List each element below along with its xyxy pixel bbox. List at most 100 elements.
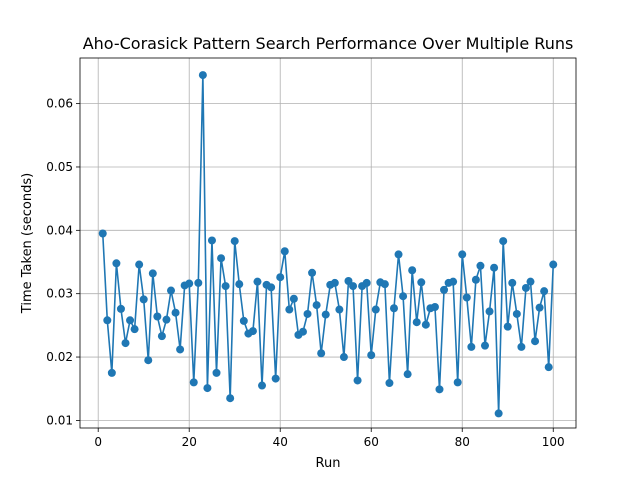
data-point [144,356,153,365]
data-point [285,305,294,314]
y-axis-label: Time Taken (seconds) [20,173,35,314]
data-point [176,345,185,354]
data-point [230,237,239,246]
data-point [112,259,121,268]
y-tick-label: 0.01 [46,413,73,427]
data-point [148,269,157,278]
data-point [248,327,257,336]
data-point [221,282,230,291]
data-point [157,332,166,341]
data-point [198,71,207,80]
data-point [239,316,248,325]
data-point [212,368,221,377]
data-point [521,283,530,292]
data-point [280,247,289,256]
data-point [367,351,376,360]
data-point [103,316,112,325]
data-point [253,277,262,286]
data-series [98,71,558,418]
series-line [101,74,555,415]
data-point [203,384,212,393]
data-point [121,339,130,348]
data-point [207,236,216,245]
plot-frame [79,57,577,429]
data-point [167,286,176,295]
x-tick-label: 80 [455,435,470,449]
data-point [508,278,517,287]
y-tick-label: 0.04 [46,223,73,237]
data-point [476,261,485,270]
chart-title: Aho-Corasick Pattern Search Performance … [83,34,574,53]
data-point [185,279,194,288]
y-tick-label: 0.05 [46,160,73,174]
data-point [308,268,317,277]
data-point [312,301,321,310]
x-tick-label: 40 [273,435,288,449]
data-point [362,278,371,287]
data-point [98,229,107,238]
data-point [421,320,430,329]
y-tick-label: 0.03 [46,287,73,301]
data-point [490,263,499,272]
data-point [126,316,135,325]
data-point [430,302,439,311]
data-point [258,381,267,390]
data-point [412,318,421,327]
data-point [462,293,471,302]
data-point [353,376,362,385]
data-point [526,277,535,286]
x-tick-label: 0 [94,435,102,449]
data-point [389,304,398,313]
data-point [339,353,348,362]
data-point [417,278,426,287]
y-tick-label: 0.02 [46,350,73,364]
data-point [116,304,125,313]
data-point [317,349,326,358]
data-point [458,250,467,259]
data-point [408,266,417,275]
data-point [303,309,312,318]
data-point [440,285,449,294]
data-point [135,260,144,269]
data-point [162,315,171,324]
data-point [171,308,180,317]
x-tick-label: 60 [364,435,379,449]
data-point [449,277,458,286]
data-point [494,409,503,418]
data-point [289,294,298,303]
data-point [321,310,330,319]
data-point [517,342,526,351]
data-point [276,273,285,282]
data-point [471,275,480,284]
data-point [153,312,162,321]
data-point [531,337,540,346]
data-point [467,342,476,351]
data-point [540,287,549,296]
y-tick-label: 0.06 [46,97,73,111]
data-point [403,370,412,379]
x-axis-label: Run [316,456,341,471]
data-point [394,250,403,259]
data-point [107,368,116,377]
data-point [139,295,148,304]
data-point [399,292,408,301]
axis-ticks: 0 20 40 60 80 100 0.01 0.02 0.03 0.04 0.05 0.06 [46,97,564,449]
data-point [512,309,521,318]
grid-lines [80,58,576,428]
data-point [271,374,280,383]
data-point [330,278,339,287]
data-point [380,280,389,289]
data-point [130,325,139,334]
data-point [544,363,553,372]
data-point [435,385,444,394]
data-point [349,282,358,291]
data-point [298,327,307,336]
data-point [499,237,508,246]
x-tick-label: 20 [182,435,197,449]
data-point [385,379,394,388]
data-point [549,260,558,269]
data-point [189,378,198,387]
data-point [267,283,276,292]
